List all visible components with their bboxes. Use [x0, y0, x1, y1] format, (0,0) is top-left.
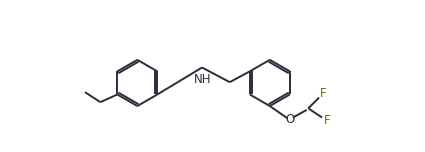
Text: NH: NH [194, 73, 212, 86]
Text: O: O [285, 113, 295, 126]
Text: F: F [320, 87, 326, 100]
Text: F: F [323, 114, 330, 127]
